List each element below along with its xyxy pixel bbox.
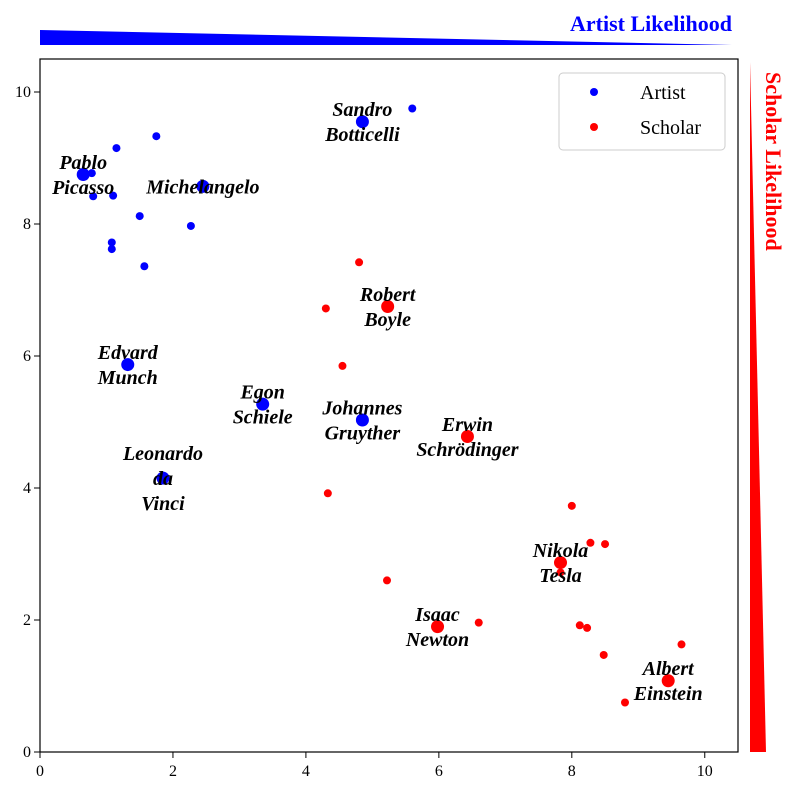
x-tick-label: 0 (36, 763, 44, 780)
artist-point (89, 192, 98, 201)
x-tick-label: 10 (697, 763, 713, 780)
legend-label-artist: Artist (640, 82, 686, 104)
scholar-likelihood-wedge (750, 62, 766, 752)
x-axis: 0 2 4 6 8 10 (36, 752, 713, 780)
artist-point (408, 104, 417, 113)
scholar-point (554, 556, 568, 570)
point-label: Albert Einstein (633, 658, 703, 705)
legend-marker-scholar (590, 123, 598, 131)
scholar-point (620, 698, 629, 707)
scholar-point (323, 489, 332, 498)
scholar-point (661, 674, 675, 688)
artist-point (87, 169, 96, 178)
y-tick-label: 6 (23, 348, 31, 365)
scholar-point (474, 618, 483, 627)
point-label: Leonardo da Vinci (122, 443, 203, 515)
scholar-point (431, 620, 445, 634)
scholar-point (567, 501, 576, 510)
x-tick-label: 8 (568, 763, 576, 780)
scholar-point (677, 640, 686, 649)
point-label: Nikola Tesla (532, 540, 589, 587)
scholar-point (583, 623, 592, 632)
point-label: Pablo Picasso (51, 152, 114, 199)
scholar-point (355, 258, 364, 267)
point-label: Sandro Botticelli (324, 99, 400, 146)
artist-point (107, 238, 116, 247)
y-tick-label: 10 (15, 84, 31, 101)
artist-likelihood-wedge (40, 30, 732, 45)
artist-point (76, 168, 90, 181)
scholar-point (321, 304, 330, 313)
artist-point (112, 144, 121, 153)
artist-point (355, 115, 369, 129)
scholar-point (601, 540, 610, 549)
artist-point (107, 245, 116, 254)
scholar-likelihood-title: Scholar Likelihood (761, 72, 786, 251)
scholar-point (575, 621, 584, 630)
artist-likelihood-title: Artist Likelihood (570, 11, 732, 36)
plot-area-frame (39, 58, 739, 753)
artist-point (156, 471, 170, 485)
point-label: Isaac Newton (405, 604, 469, 651)
point-label: Edvard Munch (97, 342, 159, 389)
artist-point (355, 413, 369, 427)
artist-point (135, 212, 144, 221)
x-tick-label: 2 (169, 763, 177, 780)
point-label: Michelangelo (145, 176, 259, 198)
artist-point (140, 262, 149, 271)
legend: Artist Scholar (558, 72, 726, 151)
y-tick-label: 8 (23, 216, 31, 233)
scholar-point (338, 361, 347, 370)
y-tick-label: 0 (23, 744, 31, 761)
legend-marker-artist (590, 88, 598, 96)
artist-point (256, 397, 270, 411)
artist-point (186, 221, 195, 230)
scholar-point (460, 430, 474, 444)
legend-box (558, 72, 726, 151)
legend-label-scholar: Scholar (640, 117, 701, 139)
y-tick-label: 4 (23, 480, 31, 497)
point-label: Erwin Schrödinger (416, 414, 518, 461)
y-axis: 0 2 4 6 8 10 (15, 84, 40, 761)
scholar-point (599, 650, 608, 659)
data-points (76, 104, 686, 707)
scholar-point (556, 568, 565, 577)
artist-point (152, 132, 161, 141)
scholar-point (383, 576, 392, 585)
x-tick-label: 6 (435, 763, 443, 780)
point-labels: Sandro Botticelli Pablo Picasso Michelangelo… (51, 99, 703, 705)
point-label: Egon Schiele (233, 382, 293, 429)
point-label: Johannes Gruyther (321, 398, 402, 445)
scholar-point (586, 538, 595, 547)
artist-point (196, 179, 210, 193)
artist-point (109, 191, 118, 200)
point-label: Robert Boyle (359, 284, 417, 331)
scholar-point (381, 300, 395, 313)
artist-point (121, 358, 135, 372)
y-tick-label: 2 (23, 612, 31, 629)
x-tick-label: 4 (302, 763, 310, 780)
